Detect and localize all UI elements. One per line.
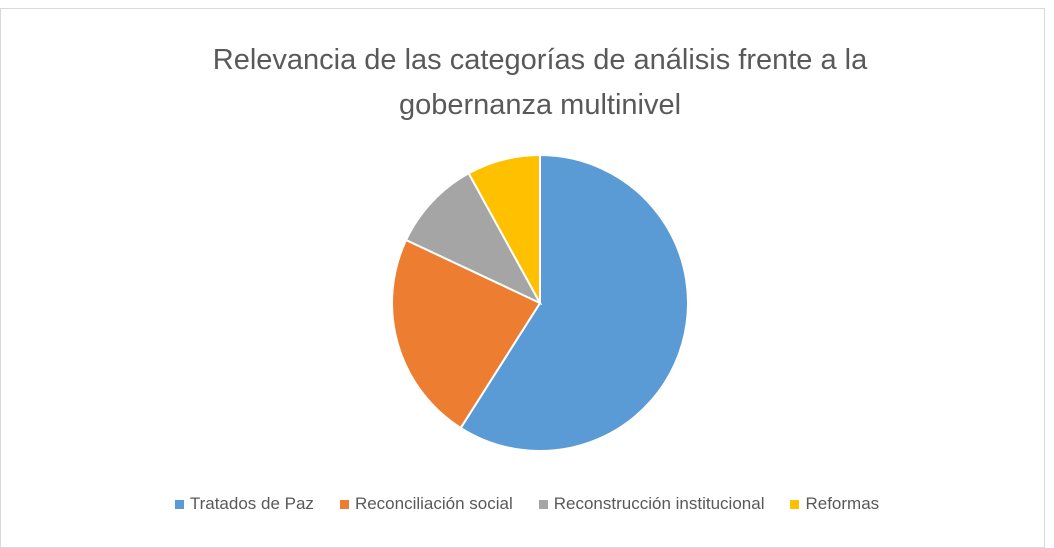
pie-slice	[404, 171, 543, 306]
pie-slice	[459, 153, 689, 452]
legend: Tratados de Paz Reconciliación social Reco…	[0, 494, 1054, 514]
legend-label: Tratados de Paz	[189, 494, 314, 513]
legend-label: Reconciliación social	[354, 494, 513, 513]
pie-slice	[391, 238, 542, 430]
chart-title: Relevancia de las categorías de análisis…	[212, 44, 868, 121]
legend-item: Reformas	[790, 494, 879, 514]
legend-swatch	[790, 499, 800, 509]
legend-item: Reconstrucción institucional	[538, 494, 765, 514]
page: Relevancia de las categorías de análisis…	[0, 8, 1054, 548]
legend-swatch	[538, 499, 548, 509]
legend-swatch	[339, 499, 349, 509]
legend-swatch	[174, 499, 184, 509]
legend-label: Reconstrucción institucional	[553, 494, 765, 513]
legend-label: Reformas	[805, 494, 880, 513]
pie-slice	[467, 153, 541, 304]
legend-item: Reconciliación social	[339, 494, 513, 514]
legend-item: Tratados de Paz	[174, 494, 314, 514]
chart	[391, 153, 689, 452]
